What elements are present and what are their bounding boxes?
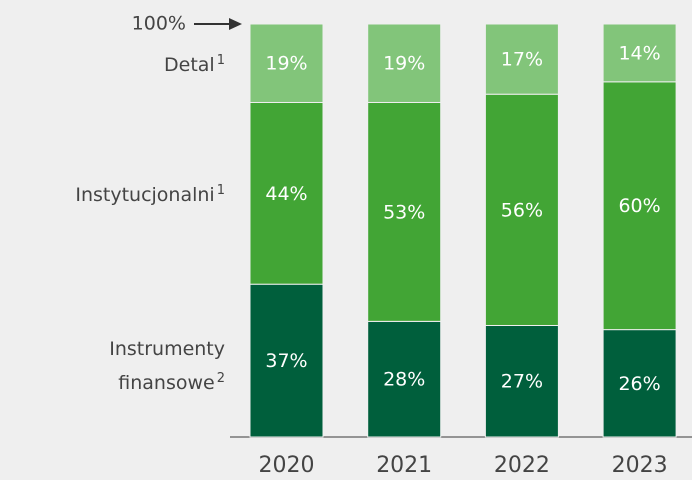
data-label: 56%	[501, 199, 543, 221]
legend-name: Detal	[164, 54, 215, 77]
footnote-mark: 2	[216, 370, 225, 386]
bar-segment	[367, 320, 442, 438]
data-label: 14%	[618, 42, 660, 64]
legend-label: Detal 1	[164, 46, 225, 80]
legend-name: Instrumenty finansowe	[109, 337, 225, 394]
bar-segment	[602, 81, 677, 331]
legend-label: Instrumenty finansowe 2	[95, 334, 225, 398]
bar-segment	[367, 101, 442, 322]
footnote-mark: 1	[216, 183, 225, 199]
data-label: 19%	[383, 53, 425, 75]
x-tick-label: 2022	[494, 453, 550, 478]
bar-segment	[484, 23, 559, 95]
data-label: 28%	[383, 369, 425, 391]
data-label: 37%	[265, 350, 307, 372]
top-marker-arrow	[194, 18, 242, 30]
data-label: 27%	[501, 371, 543, 393]
legend-label: Instytucjonalni 1	[75, 176, 225, 210]
data-label: 44%	[265, 183, 307, 205]
bar-segment	[249, 23, 324, 103]
data-label: 26%	[618, 373, 660, 395]
x-tick-label: 2021	[376, 453, 432, 478]
data-label: 53%	[383, 201, 425, 223]
footnote-mark: 1	[216, 53, 225, 69]
bar-segment	[484, 324, 559, 438]
x-tick-label: 2020	[259, 453, 315, 478]
data-label: 17%	[501, 49, 543, 71]
top-marker-label: 100%	[132, 13, 186, 35]
x-tick-label: 2023	[612, 453, 668, 478]
bar-segment	[249, 283, 324, 438]
legend-name: Instytucjonalni	[75, 184, 215, 207]
bar-segment	[602, 23, 677, 83]
bar-segment	[367, 23, 442, 103]
data-label: 19%	[265, 53, 307, 75]
data-label: 60%	[618, 195, 660, 217]
bar-segment	[484, 93, 559, 326]
